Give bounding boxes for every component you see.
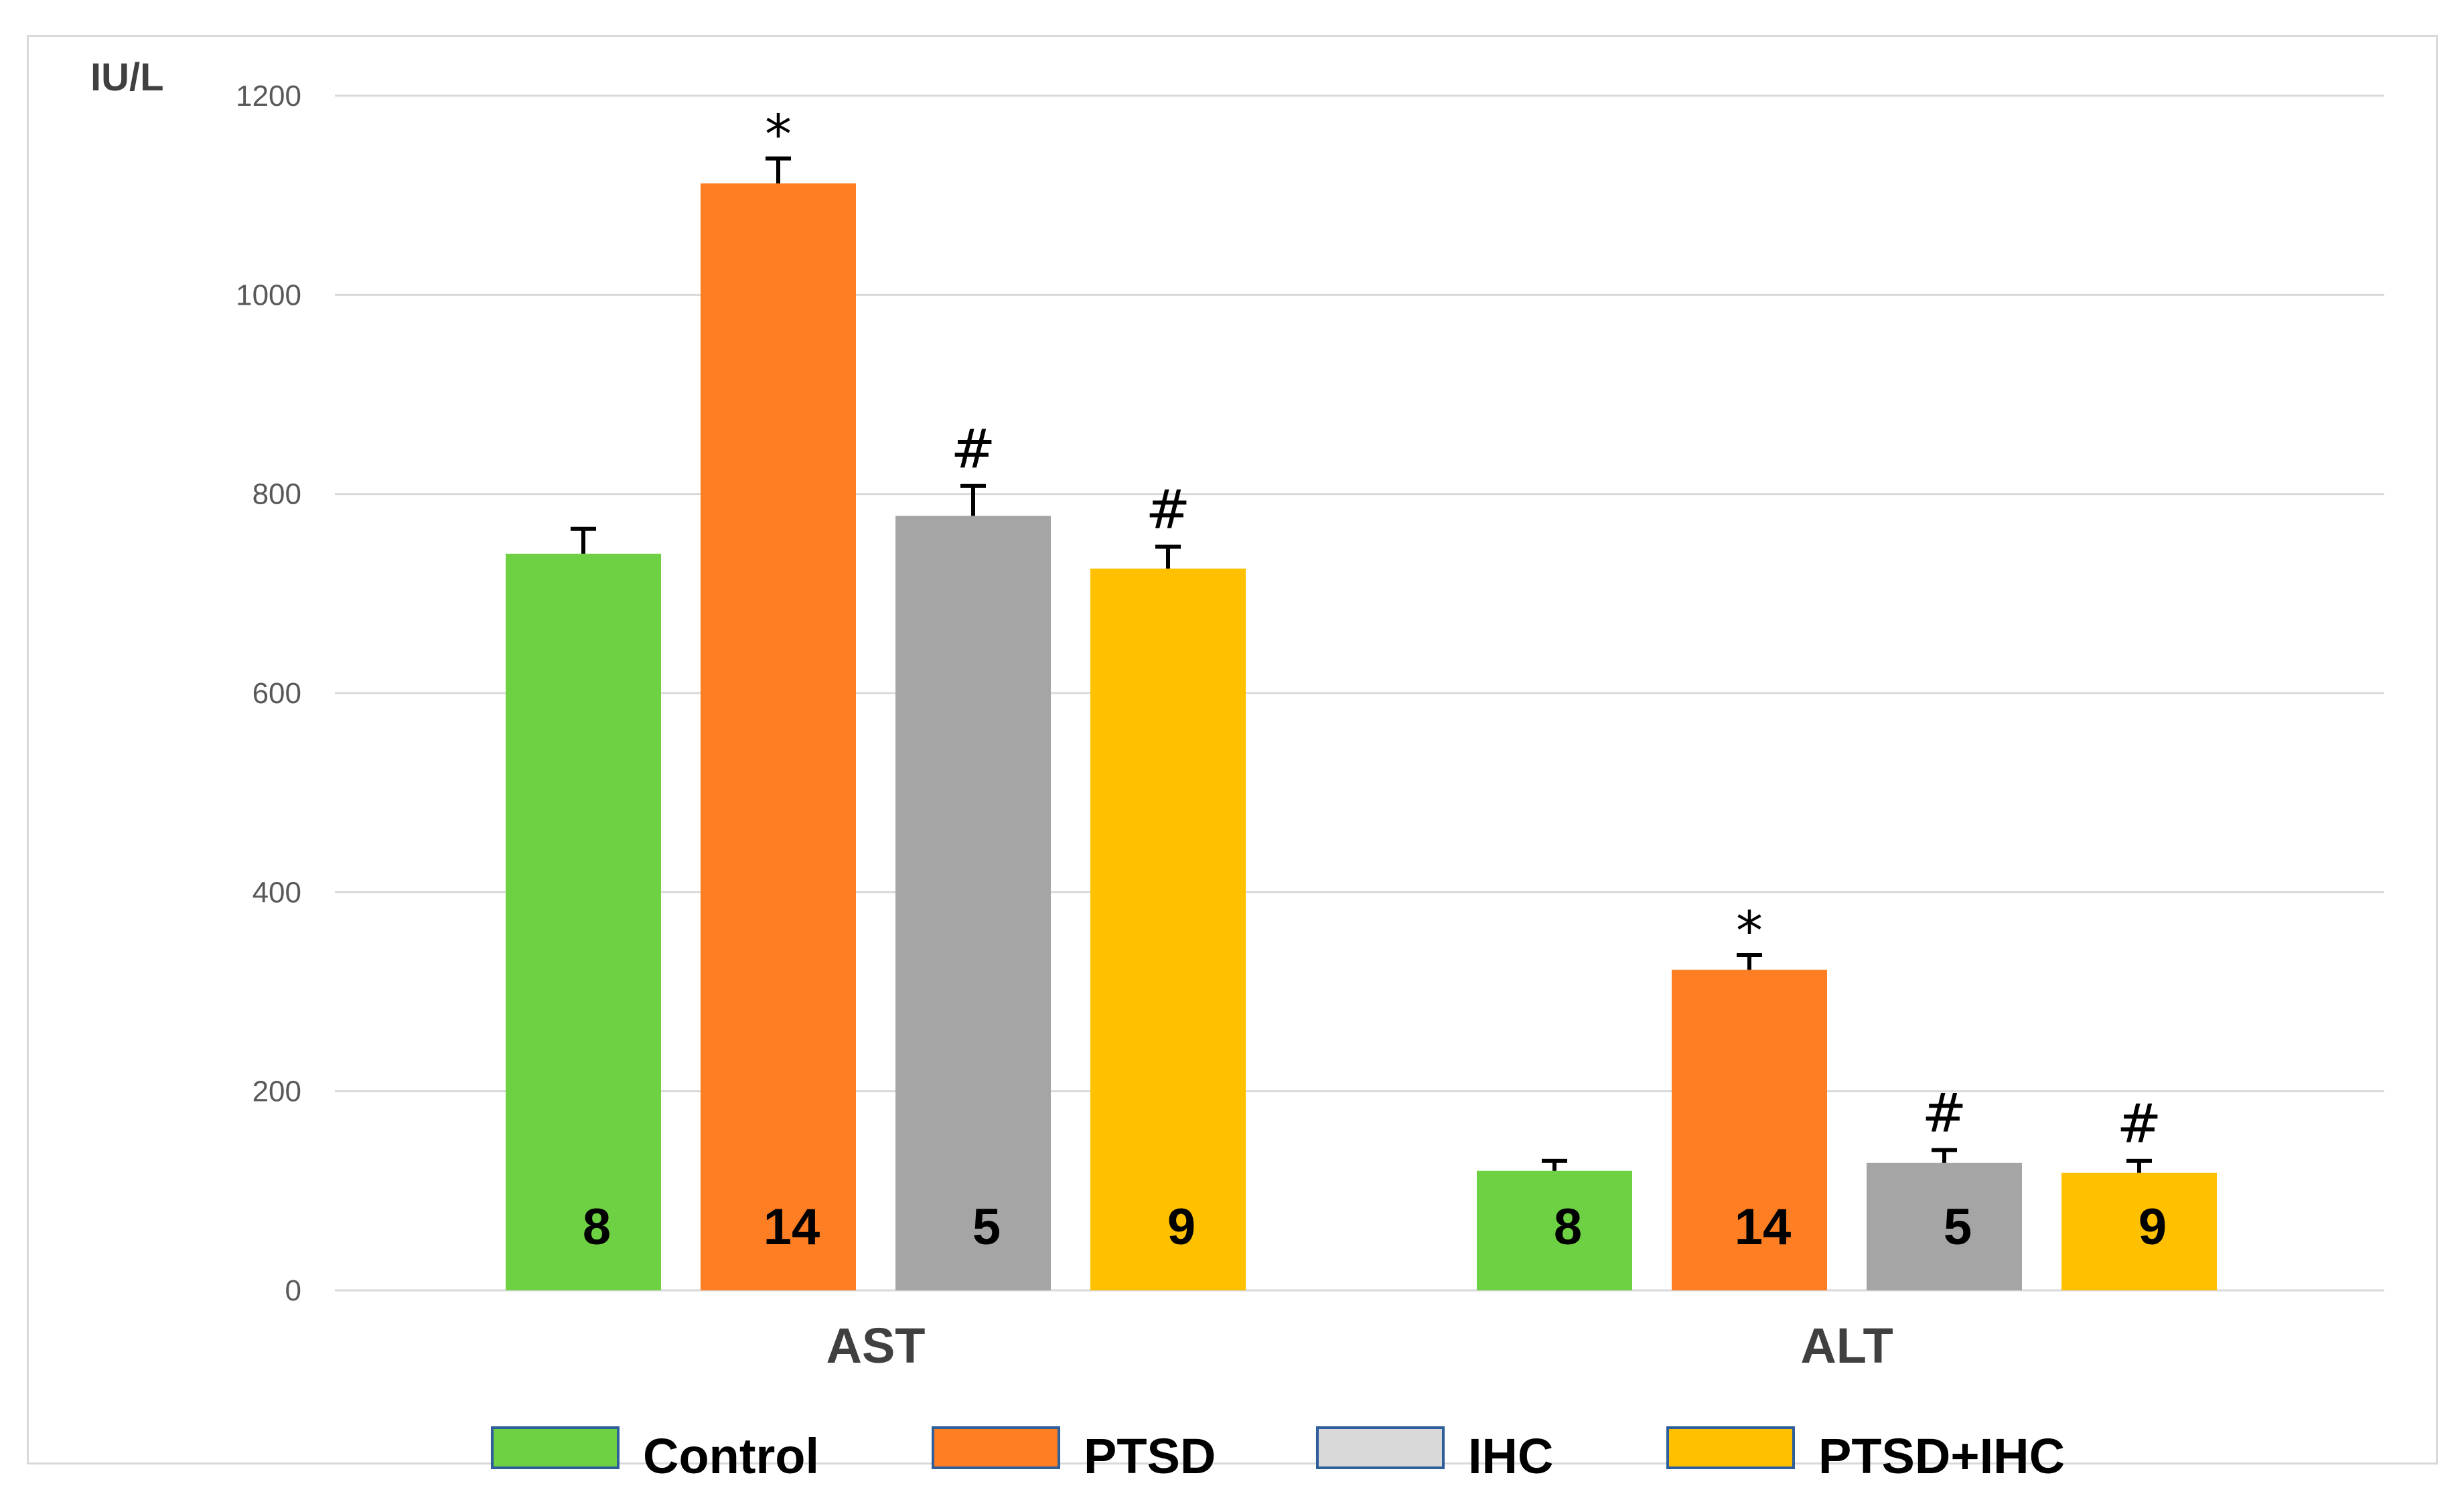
bar-ihc-alt	[1867, 1162, 2022, 1290]
legend-swatch-ihc	[1316, 1426, 1445, 1469]
bar-ptsd-alt	[1672, 970, 1827, 1290]
significance-marker: #	[950, 418, 995, 480]
y-tick-label: 400	[252, 876, 301, 909]
y-tick-label: 0	[285, 1274, 301, 1307]
sample-size-label: 8	[583, 1199, 611, 1256]
y-tick-label: 1200	[236, 80, 301, 112]
legend-label: Control	[643, 1428, 819, 1484]
bar-ptsd-ihc-alt	[2061, 1173, 2217, 1290]
bar-ptsd-ihc-ast	[1090, 569, 1246, 1290]
significance-marker: *	[1736, 900, 1763, 962]
significance-marker: #	[2116, 1093, 2161, 1155]
legend-label: IHC	[1468, 1428, 1553, 1484]
sample-size-label: 5	[1944, 1199, 1972, 1256]
sample-size-label: 14	[1735, 1199, 1792, 1256]
significance-marker: *	[765, 104, 792, 166]
sample-size-label: 5	[972, 1199, 1001, 1256]
x-category-label: AST	[826, 1318, 926, 1373]
sample-size-label: 14	[764, 1199, 820, 1256]
bar-control-alt	[1477, 1171, 1632, 1290]
legend-swatch-ptsd-ihc	[1666, 1426, 1795, 1469]
bar-ihc-ast	[895, 516, 1051, 1291]
y-tick-label: 1000	[236, 279, 301, 311]
y-tick-label: 200	[252, 1075, 301, 1108]
sample-size-label: 9	[2139, 1199, 2167, 1256]
x-category-label: ALT	[1800, 1318, 1893, 1373]
significance-marker: #	[1145, 478, 1190, 540]
significance-marker: #	[1922, 1081, 1966, 1144]
sample-size-label: 8	[1554, 1199, 1582, 1256]
sample-size-label: 9	[1167, 1199, 1195, 1256]
y-axis-unit-label: IU/L	[90, 56, 164, 99]
legend-swatch-control	[491, 1426, 620, 1469]
legend-label: PTSD+IHC	[1818, 1428, 2065, 1484]
legend-label: PTSD	[1084, 1428, 1216, 1484]
y-tick-label: 800	[252, 478, 301, 511]
bar-ptsd-ast	[701, 183, 856, 1290]
bar-control-ast	[506, 553, 661, 1290]
y-tick-label: 600	[252, 677, 301, 710]
legend-swatch-ptsd	[932, 1426, 1060, 1469]
